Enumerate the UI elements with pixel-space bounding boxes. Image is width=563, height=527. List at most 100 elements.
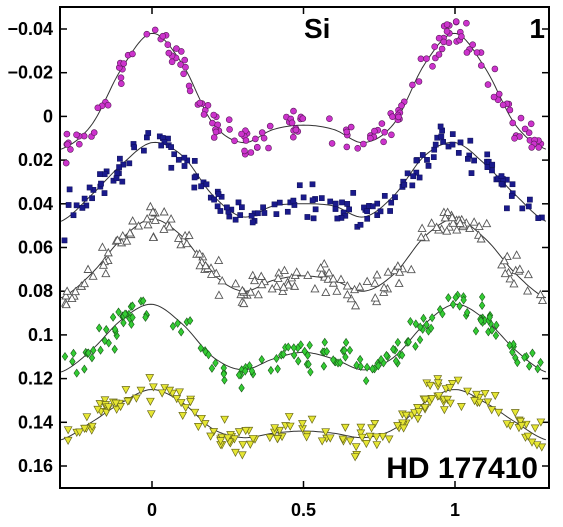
data-point (489, 161, 496, 168)
data-point (238, 383, 245, 393)
data-point (440, 139, 446, 145)
data-point (117, 155, 123, 162)
data-point (460, 295, 467, 305)
data-point (372, 270, 382, 279)
data-point (210, 134, 218, 141)
data-point (416, 335, 424, 345)
data-point (212, 358, 219, 368)
data-point (112, 235, 123, 244)
data-point (320, 361, 328, 371)
data-point (117, 74, 125, 81)
data-point (449, 299, 457, 309)
data-point (289, 133, 297, 141)
data-point (443, 21, 451, 28)
data-point (191, 158, 198, 164)
data-point (372, 441, 382, 450)
data-point (427, 323, 435, 333)
data-point (73, 131, 80, 139)
data-point (178, 48, 185, 55)
data-point (536, 418, 546, 427)
data-point (324, 267, 334, 277)
data-point (455, 218, 465, 227)
data-point (285, 342, 292, 352)
data-point (121, 309, 129, 319)
data-point (499, 101, 507, 109)
data-point (122, 236, 132, 245)
data-points (60, 18, 548, 462)
data-point (363, 362, 371, 372)
data-point (161, 139, 168, 145)
data-point (128, 319, 135, 329)
data-point (431, 43, 439, 51)
data-point (217, 276, 227, 285)
data-point (249, 219, 256, 226)
data-point (290, 343, 297, 353)
data-point (351, 443, 361, 452)
data-point (231, 137, 238, 145)
data-point (93, 405, 103, 415)
data-point (288, 119, 296, 127)
data-point (126, 160, 133, 167)
data-point (309, 197, 316, 204)
data-point (109, 312, 117, 322)
data-point (438, 45, 446, 53)
data-point (370, 293, 380, 302)
data-point (342, 337, 350, 347)
data-point (428, 313, 436, 323)
data-point (474, 221, 484, 231)
data-point (317, 437, 327, 446)
data-point (159, 32, 167, 40)
x-tick-label: 1 (450, 500, 460, 520)
data-point (276, 199, 283, 206)
data-point (472, 326, 480, 336)
data-point (166, 214, 176, 223)
data-point (401, 181, 408, 188)
data-point (424, 157, 430, 163)
data-point (159, 224, 169, 233)
y-tick-label: 0.04 (18, 194, 53, 214)
data-point (519, 205, 526, 212)
data-point (73, 368, 80, 378)
data-point (129, 301, 136, 311)
data-point (341, 345, 348, 355)
data-point (292, 267, 302, 276)
data-point (409, 81, 416, 89)
data-point (300, 194, 307, 201)
data-point (253, 143, 261, 151)
axis-ticks (60, 7, 549, 488)
data-point (104, 403, 113, 412)
data-point (452, 292, 459, 302)
data-point (217, 208, 224, 214)
data-point (186, 398, 195, 407)
data-point (212, 128, 220, 136)
data-point (256, 271, 266, 280)
data-point (274, 364, 281, 374)
data-point (309, 181, 316, 188)
data-point (168, 58, 176, 66)
data-point (100, 396, 110, 405)
data-point (512, 250, 522, 259)
data-point (70, 286, 80, 296)
data-point (186, 316, 194, 326)
data-point (395, 267, 405, 276)
data-point (407, 316, 414, 327)
data-point (181, 404, 191, 413)
data-point (176, 239, 186, 249)
data-point (417, 322, 424, 332)
data-point (177, 327, 185, 337)
data-point (238, 441, 248, 450)
data-point (70, 212, 77, 219)
data-point (232, 216, 239, 223)
data-point (258, 355, 265, 365)
data-point (214, 290, 224, 299)
data-point (389, 113, 396, 120)
data-point (129, 50, 136, 58)
data-point (478, 300, 486, 310)
data-point (327, 198, 334, 205)
data-point (337, 358, 344, 368)
data-point (206, 432, 215, 441)
data-point (463, 387, 472, 396)
data-point (204, 102, 212, 109)
data-point (319, 259, 329, 268)
